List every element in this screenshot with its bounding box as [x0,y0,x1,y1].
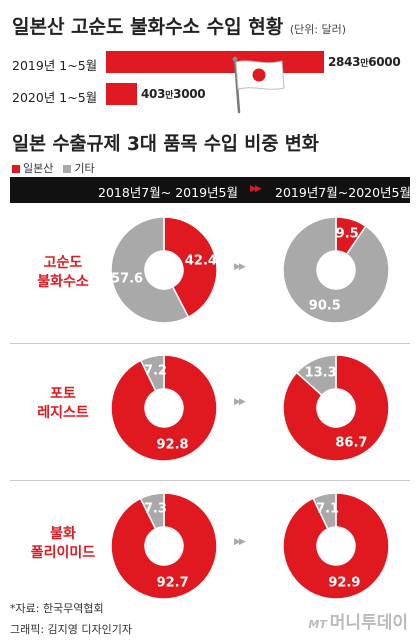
share-title: 일본 수출규제 3대 품목 수입 비중 변화 [12,134,319,155]
imports-title-text: 일본산 고순도 불화수소 수입 현황 [12,16,284,38]
period-header: 2018년7월~ 2019년5월 ▶▶ 2019년7월~2020년5월 [10,177,412,203]
donut-label-other: 13.3 [304,365,337,381]
import-2019-value-rest: 6000 [368,55,401,69]
import-2020-label: 2020년 1~5월 [12,90,98,105]
donut-slice-japan [282,354,390,462]
category-label-hf: 고순도 불화수소 [8,254,118,292]
logo-mark: MT [308,618,327,631]
donut-label-other: 7.1 [316,501,340,517]
category-label-photoresist-line1: 포토 [50,386,76,402]
donut-label-japan: 92.7 [156,575,189,591]
donut-label-japan: 42.4 [184,253,217,269]
legend-label-other: 기타 [74,162,95,175]
period-right: 2019년7월~2020년5월 [275,185,412,200]
category-label-photoresist-line2: 레지스트 [37,405,89,421]
category-label-polyimide-line1: 불화 [50,526,76,542]
category-label-polyimide-line2: 폴리이미드 [30,545,96,561]
import-2019-value-main: 2843 [328,55,361,69]
imports-title: 일본산 고순도 불화수소 수입 현황 (단위: 달러) [12,12,346,39]
legend-swatch-japan [12,165,20,173]
import-2020-value-unit: 만 [165,91,174,101]
import-2020-value: 403만3000 [141,87,206,101]
legend-item-japan: 일본산 [12,160,53,176]
category-label-hf-line1: 고순도 [43,255,83,271]
donut-slice-japan [282,492,390,600]
japan-flag-icon [232,56,285,114]
row-divider [10,480,410,481]
source-note: *자료: 한국무역협회 [10,602,104,615]
period-arrow-icon: ▶▶ [250,184,262,194]
donut-label-other: 7.3 [143,501,167,517]
category-label-hf-line2: 불화수소 [37,274,89,290]
change-arrow-icon: ▶▶ [234,537,246,547]
change-arrow-icon: ▶▶ [234,262,246,272]
donut-slice-japan [335,216,367,256]
import-2019-value: 2843만6000 [328,55,401,69]
change-arrow-icon: ▶▶ [234,397,246,407]
imports-unit: (단위: 달러) [289,23,347,36]
import-2019-value-unit: 만 [360,59,369,69]
donut-slice-japan [110,354,218,462]
donut-label-japan: 92.9 [328,575,361,591]
publisher-logo: MT 머니투데이 [308,608,408,633]
donut-slice-other [312,492,337,530]
import-2019-label: 2019년 1~5월 [12,58,98,73]
import-2020-value-main: 403 [141,87,166,101]
legend-swatch-other [63,165,72,173]
donut-slice-other [295,354,337,397]
donut-label-other: 7.2 [143,363,167,379]
period-left: 2018년7월~ 2019년5월 [98,185,238,200]
donut-label-other: 90.5 [308,298,341,314]
import-2020-bar [106,83,137,105]
legend-item-other: 기타 [63,160,95,176]
legend: 일본산 기타 [12,160,95,176]
donut-label-japan: 9.5 [335,226,359,242]
category-label-polyimide: 불화 폴리이미드 [8,525,118,563]
donut-slice-other [282,216,390,324]
logo-text: 머니투데이 [329,613,408,633]
donut-slice-japan [163,216,218,319]
graphic-credit: 그래픽: 김지영 디자인기자 [10,623,133,636]
donut-slice-other [139,354,165,392]
row-divider [10,343,410,344]
donut-slice-other [139,492,165,530]
donut-label-japan: 92.8 [156,437,189,453]
donut-slice-other [110,216,190,324]
category-label-photoresist: 포토 레지스트 [8,385,118,423]
legend-label-japan: 일본산 [23,162,54,175]
import-2019-bar [106,51,324,73]
import-2020-value-rest: 3000 [173,87,206,101]
donut-slice-japan [110,492,218,600]
donut-label-japan: 86.7 [335,435,368,451]
